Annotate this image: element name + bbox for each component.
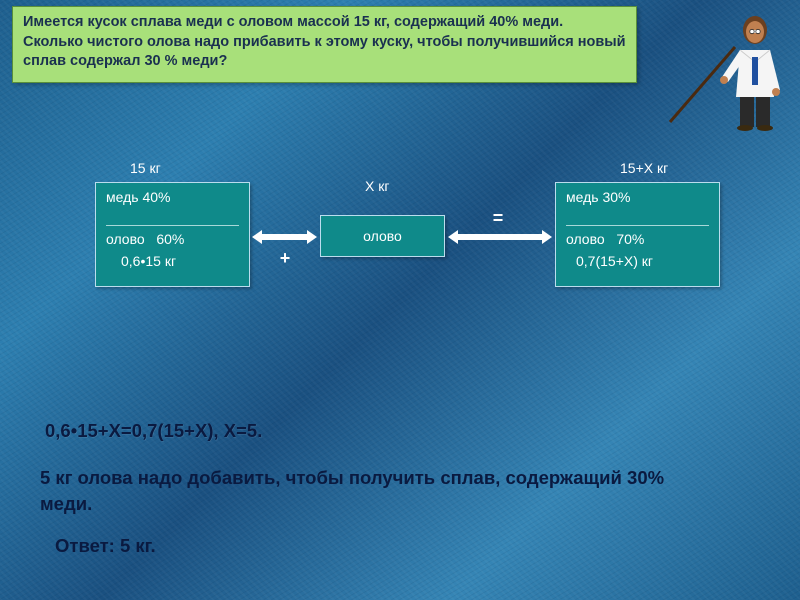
equals-sign: = — [488, 208, 508, 229]
middle-label: X кг — [365, 178, 389, 194]
conclusion: 5 кг олова надо добавить, чтобы получить… — [40, 465, 720, 517]
plus-sign: + — [275, 248, 295, 269]
box-tin-added: олово — [320, 215, 445, 257]
arrow-2 — [448, 230, 552, 244]
box-initial-alloy: медь 40% олово 60% 0,6•15 кг — [95, 182, 250, 287]
middle-content: олово — [363, 228, 402, 244]
problem-statement: Имеется кусок сплава меди с оловом массо… — [12, 6, 637, 83]
teacher-illustration — [660, 2, 790, 132]
box2-label: 15+X кг — [620, 160, 668, 176]
box1-calc: 0,6•15 кг — [106, 253, 239, 269]
box-result-alloy: медь 30% олово 70% 0,7(15+X) кг — [555, 182, 720, 287]
arrow-1 — [252, 230, 317, 244]
box1-tin: олово 60% — [106, 231, 239, 247]
box2-tin: олово 70% — [566, 231, 709, 247]
box1-copper: медь 40% — [106, 189, 239, 205]
box2-calc: 0,7(15+X) кг — [566, 253, 709, 269]
answer: Ответ: 5 кг. — [55, 535, 156, 557]
box2-copper: медь 30% — [566, 189, 709, 205]
box1-label: 15 кг — [130, 160, 161, 176]
equation: 0,6•15+X=0,7(15+X), X=5. — [45, 420, 262, 442]
